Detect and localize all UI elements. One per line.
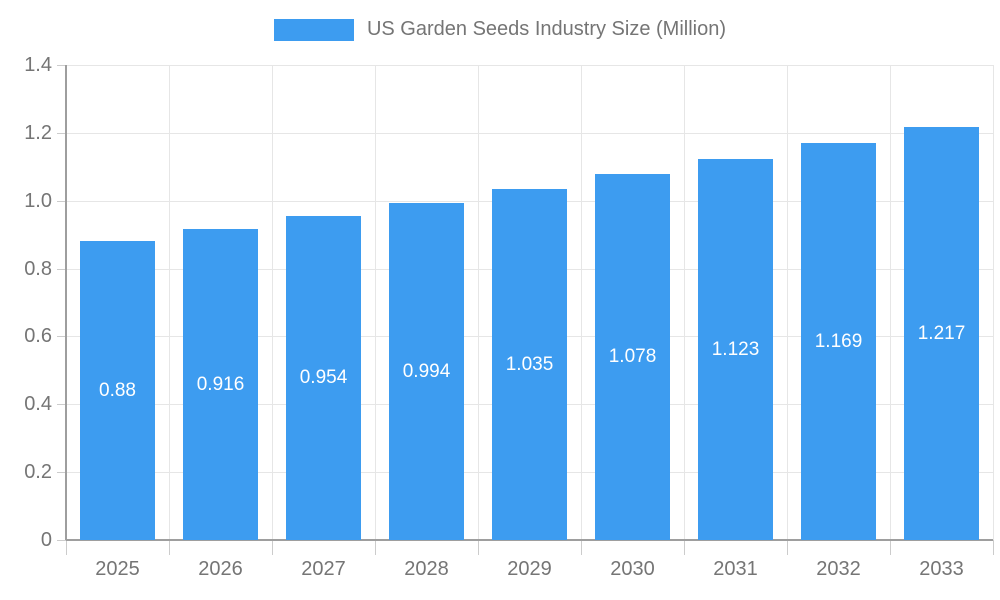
bar[interactable]: 1.123 — [698, 159, 773, 540]
bar[interactable]: 1.169 — [801, 143, 876, 540]
legend[interactable]: US Garden Seeds Industry Size (Million) — [0, 18, 1000, 41]
v-gridline — [787, 65, 788, 540]
bar[interactable]: 1.035 — [492, 189, 567, 540]
y-axis-label: 0.4 — [24, 393, 52, 415]
x-axis-tick — [993, 540, 994, 555]
bar-value-label: 0.88 — [99, 379, 136, 401]
x-axis-line — [66, 539, 993, 541]
x-axis-label: 2031 — [713, 558, 758, 580]
bar[interactable]: 1.078 — [595, 174, 670, 540]
y-axis-tick — [57, 65, 66, 66]
v-gridline — [993, 65, 994, 540]
v-gridline — [684, 65, 685, 540]
y-axis-label: 0 — [40, 529, 52, 551]
x-axis-tick — [787, 540, 788, 555]
y-axis-label: 0.8 — [24, 258, 52, 280]
y-axis-label: 0.6 — [24, 325, 52, 347]
y-axis-tick — [57, 540, 66, 541]
y-axis-tick — [57, 336, 66, 337]
x-axis-tick — [375, 540, 376, 555]
x-axis-tick — [890, 540, 891, 555]
bar[interactable]: 0.954 — [286, 216, 361, 540]
bar-value-label: 0.994 — [402, 360, 451, 382]
y-axis-label: 1.0 — [24, 190, 52, 212]
bar[interactable]: 0.88 — [80, 241, 155, 540]
bar[interactable]: 0.916 — [183, 229, 258, 540]
x-axis-label: 2032 — [816, 558, 861, 580]
v-gridline — [169, 65, 170, 540]
bar-value-label: 0.916 — [196, 373, 245, 395]
x-axis-label: 2025 — [95, 558, 140, 580]
legend-swatch-icon — [273, 18, 354, 41]
x-axis-label: 2026 — [198, 558, 243, 580]
y-axis-tick — [57, 201, 66, 202]
legend-label: US Garden Seeds Industry Size (Million) — [366, 18, 727, 40]
y-axis-label: 1.4 — [24, 54, 52, 76]
v-gridline — [581, 65, 582, 540]
x-axis-label: 2028 — [404, 558, 449, 580]
v-gridline — [272, 65, 273, 540]
y-axis-tick — [57, 133, 66, 134]
bar-value-label: 1.078 — [608, 346, 657, 367]
x-axis-tick — [478, 540, 479, 555]
bar[interactable]: 0.994 — [389, 203, 464, 540]
y-axis-tick — [57, 472, 66, 473]
v-gridline — [375, 65, 376, 540]
bar[interactable]: 1.217 — [904, 127, 979, 540]
x-axis-tick — [272, 540, 273, 555]
x-axis-tick — [169, 540, 170, 555]
v-gridline — [890, 65, 891, 540]
y-axis-label: 0.2 — [24, 461, 52, 483]
x-axis-label: 2030 — [610, 558, 655, 580]
y-axis-line — [65, 65, 67, 540]
y-axis-label: 1.2 — [24, 122, 52, 144]
v-gridline — [478, 65, 479, 540]
x-axis-tick — [581, 540, 582, 555]
h-gridline — [66, 133, 993, 134]
bar-value-label: 0.954 — [299, 367, 348, 388]
x-axis-tick — [684, 540, 685, 555]
x-axis-label: 2033 — [919, 558, 964, 580]
bar-value-label: 1.035 — [505, 353, 554, 375]
x-axis-label: 2029 — [507, 558, 552, 580]
x-axis-label: 2027 — [301, 558, 346, 580]
x-axis-tick — [66, 540, 67, 555]
bar-value-label: 1.169 — [814, 330, 863, 352]
bar-value-label: 1.217 — [917, 322, 966, 344]
h-gridline — [66, 65, 993, 66]
bar-value-label: 1.123 — [711, 338, 760, 360]
y-axis-tick — [57, 404, 66, 405]
y-axis-tick — [57, 269, 66, 270]
